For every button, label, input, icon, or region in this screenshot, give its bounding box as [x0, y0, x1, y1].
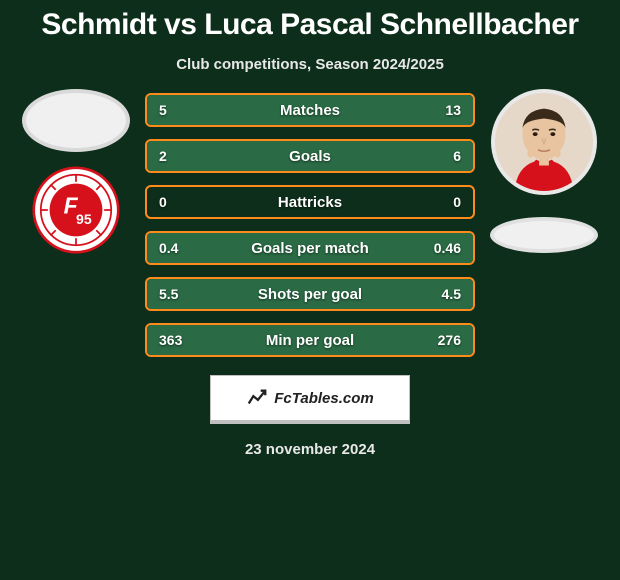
brand-text: FcTables.com — [274, 390, 373, 407]
player-portrait-icon — [495, 93, 593, 191]
brand-badge[interactable]: FcTables.com — [210, 375, 410, 421]
stat-bar: 2Goals6 — [145, 139, 475, 173]
footer-date: 23 november 2024 — [0, 441, 620, 458]
chart-icon — [246, 387, 268, 409]
stat-label: Min per goal — [147, 332, 473, 349]
left-club-logo: F 95 — [32, 166, 120, 254]
stat-bar: 363Min per goal276 — [145, 323, 475, 357]
stat-value-right: 0 — [453, 194, 461, 210]
svg-text:95: 95 — [76, 211, 92, 227]
stat-label: Goals — [147, 148, 473, 165]
stat-bar: 5.5Shots per goal4.5 — [145, 277, 475, 311]
subtitle: Club competitions, Season 2024/2025 — [0, 56, 620, 73]
right-player-avatar — [495, 93, 593, 191]
stat-value-right: 6 — [453, 148, 461, 164]
stat-value-right: 276 — [438, 332, 461, 348]
page-title: Schmidt vs Luca Pascal Schnellbacher — [0, 8, 620, 42]
stat-label: Shots per goal — [147, 286, 473, 303]
left-player-col: F 95 — [21, 93, 131, 254]
comparison-row: F 95 5Matches13 2Goals6 0Hattricks0 0.4Goal… — [0, 93, 620, 357]
stat-bar: 5Matches13 — [145, 93, 475, 127]
stat-label: Matches — [147, 102, 473, 119]
stat-label: Goals per match — [147, 240, 473, 257]
stats-column: 5Matches13 2Goals6 0Hattricks0 0.4Goals per… — [145, 93, 475, 357]
left-player-avatar — [26, 93, 126, 148]
stat-bar: 0.4Goals per match0.46 — [145, 231, 475, 265]
stat-label: Hattricks — [147, 194, 473, 211]
stat-value-right: 0.46 — [434, 240, 461, 256]
stat-value-right: 4.5 — [442, 286, 461, 302]
fortuna-logo-icon: F 95 — [32, 166, 120, 254]
right-club-placeholder — [494, 221, 594, 249]
stat-bar: 0Hattricks0 — [145, 185, 475, 219]
stat-value-right: 13 — [445, 102, 461, 118]
right-player-col — [489, 93, 599, 249]
